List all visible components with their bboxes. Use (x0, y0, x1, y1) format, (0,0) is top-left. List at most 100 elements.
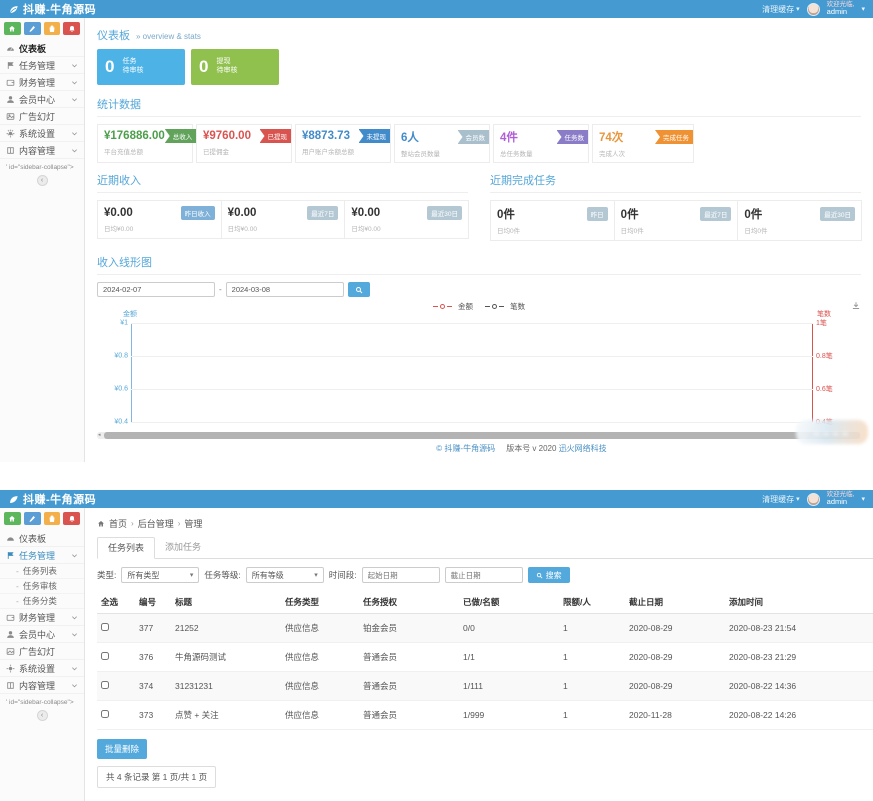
chevron-down-icon: ▾ (314, 572, 318, 579)
tasks-30days-box: 0件 最近30日 日均0件 (737, 200, 863, 241)
home-icon (9, 515, 16, 521)
row-checkbox[interactable] (101, 681, 109, 689)
chevron-down-icon (72, 666, 77, 670)
breadcrumb-home[interactable]: 首页 (109, 519, 128, 529)
sidebar-item-dashboard[interactable]: 仪表板 (0, 530, 84, 547)
chevron-down-icon: ▾ (189, 572, 194, 579)
recent-tasks-section: 近期完成任务 0件 昨日 日均0件 0件 最近7日 日均0件 0件最 (490, 167, 863, 241)
user-menu[interactable]: 欢迎光临, admin (826, 0, 855, 17)
sidebar-item-dashboard[interactable]: 仪表板 (0, 40, 84, 57)
bell-shortcut-button[interactable] (63, 22, 80, 35)
footer-company-link[interactable]: 迅火网络科技 (558, 444, 607, 453)
edit-shortcut-button[interactable] (23, 512, 41, 525)
table-row: 374 31231231 供应信息 普通会员 1/111 1 2020-08-2… (97, 671, 873, 701)
stats-row: ¥176886.00 总收入 平台充值总额 ¥9760.00 已提现 已提佣金 ¥8… (97, 124, 861, 163)
date-from-input[interactable] (97, 282, 215, 297)
chevron-down-icon: ▾ (796, 6, 800, 13)
legend-count[interactable]: 笔数 (485, 301, 525, 312)
type-select[interactable]: 所有类型 ▾ (121, 567, 200, 583)
sidebar-item-finance[interactable]: 财务管理 (0, 74, 84, 91)
sidebar-subitem-task-list[interactable]: 任务列表 (0, 564, 84, 579)
bell-shortcut-button[interactable] (63, 512, 80, 525)
sidebar-subitem-task-category[interactable]: 任务分类 (0, 594, 84, 609)
stat-completions: 74次 完成任务 完成人次 (592, 124, 694, 163)
sidebar-item-settings[interactable]: 系统设置 (0, 125, 84, 142)
sidebar-item-ads[interactable]: 广告幻灯 (0, 643, 84, 660)
sidebar: 仪表板 任务管理 财务管理 会员中心 (0, 18, 85, 462)
start-date-input[interactable] (361, 567, 440, 583)
breadcrumb-mid[interactable]: 后台管理 (137, 519, 174, 529)
gauge-icon (7, 536, 14, 541)
edit-shortcut-button[interactable] (23, 22, 41, 35)
sidebar-item-settings[interactable]: 系统设置 (0, 660, 84, 677)
home-shortcut-button[interactable] (4, 22, 21, 35)
chart-horizontal-scrollbar[interactable]: ◂ (97, 432, 861, 439)
level-select[interactable]: 所有等级 ▾ (245, 567, 324, 583)
sidebar-item-content[interactable]: 内容管理 (0, 142, 84, 159)
search-icon (536, 572, 543, 578)
sidebar-item-ads[interactable]: 广告幻灯 (0, 108, 84, 125)
pending-withdraw-box[interactable]: 0 提现 待审核 (191, 49, 279, 85)
clear-cache-dropdown[interactable]: 清理缓存 ▾ (762, 494, 800, 504)
tab-task-list[interactable]: 任务列表 (97, 537, 156, 559)
home-icon (98, 520, 104, 526)
flag-icon (7, 551, 14, 559)
income-line-chart: 金额 笔数 金额 笔数 ¥1 ¥0.8 (97, 301, 861, 439)
batch-delete-button[interactable]: 批量删除 (97, 739, 148, 759)
sidebar-subitem-task-review[interactable]: 任务审核 (0, 579, 84, 594)
sidebar-collapse-button[interactable]: ‹ (36, 710, 48, 721)
avatar[interactable] (806, 492, 820, 506)
sidebar-item-tasks[interactable]: 任务管理 (0, 547, 84, 564)
filter-bar: 类型: 所有类型▾ 任务等级: 所有等级▾ 时间段: 搜索 (97, 567, 873, 583)
end-date-input[interactable] (444, 567, 523, 583)
chart-search-button[interactable] (347, 282, 370, 297)
sidebar-collapse-artifact-text: ' id="sidebar-collapse"> (6, 699, 74, 706)
sidebar-collapse-artifact-text: ' id="sidebar-collapse"> (6, 164, 74, 171)
brand-text: 抖赚-牛角源码 (23, 494, 97, 506)
brand-logo[interactable]: 抖赚-牛角源码 (8, 1, 96, 17)
leaf-icon (9, 5, 18, 13)
type-filter-label: 类型: (97, 570, 117, 580)
bag-shortcut-button[interactable] (43, 22, 61, 35)
top-navbar: 抖赚-牛角源码 清理缓存 ▾ 欢迎光临, admin ▾ (0, 0, 873, 18)
tasks-yesterday-box: 0件 昨日 日均0件 (490, 200, 615, 241)
legend-amount[interactable]: 金额 (432, 301, 473, 312)
sidebar-item-members[interactable]: 会员中心 (0, 626, 84, 643)
stat-members: 6人 会员数 整站会员数量 (394, 124, 490, 163)
recent-tasks-title: 近期完成任务 (490, 167, 861, 193)
status-badge: 昨日 (586, 207, 608, 221)
row-checkbox[interactable] (101, 710, 109, 718)
stat-withdrawn: ¥9760.00 已提现 已提佣金 (196, 124, 292, 163)
brand-text: 抖赚-牛角源码 (23, 4, 97, 16)
welcome-text: 欢迎光临, (826, 0, 855, 8)
status-badge: 昨日收入 (180, 206, 215, 220)
pending-tasks-box[interactable]: 0 任务 待审核 (97, 49, 185, 85)
footer-copyright[interactable]: © 抖赚-牛角源码 (436, 444, 496, 453)
sidebar: 仪表板 任务管理 任务列表 任务审核 任务分类 财务管理 (0, 508, 85, 801)
row-checkbox[interactable] (101, 623, 109, 631)
avatar[interactable] (806, 2, 820, 16)
table-row: 376 牛角源码测试 供应信息 普通会员 1/1 1 2020-08-29 20… (97, 642, 873, 672)
sidebar-item-content[interactable]: 内容管理 (0, 677, 84, 694)
task-management-content: 首页 › 后台管理 › 管理 任务列表 添加任务 类型: 所有类型 ▾ 任务等级:… (85, 508, 873, 801)
chevron-down-icon (72, 63, 77, 67)
clear-cache-dropdown[interactable]: 清理缓存 ▾ (762, 4, 800, 14)
search-button[interactable]: 搜索 (527, 567, 570, 583)
tab-add-task[interactable]: 添加任务 (165, 542, 202, 552)
top-navbar: 抖赚-牛角源码 清理缓存 ▾ 欢迎光临, admin ▾ (0, 490, 873, 508)
sidebar-item-members[interactable]: 会员中心 (0, 91, 84, 108)
status-badge: 最近7日 (307, 206, 339, 220)
download-icon[interactable] (851, 301, 861, 311)
sidebar-collapse-button[interactable]: ‹ (36, 175, 48, 186)
sidebar-item-finance[interactable]: 财务管理 (0, 609, 84, 626)
left-axis-label: 金额 (123, 311, 137, 318)
sidebar-item-tasks[interactable]: 任务管理 (0, 57, 84, 74)
status-badge: 未提现 (358, 129, 390, 143)
home-shortcut-button[interactable] (4, 512, 21, 525)
user-menu[interactable]: 欢迎光临, admin (827, 491, 855, 507)
bag-shortcut-button[interactable] (43, 512, 61, 525)
row-checkbox[interactable] (101, 652, 109, 660)
date-to-input[interactable] (225, 282, 344, 297)
brand-logo[interactable]: 抖赚-牛角源码 (8, 491, 96, 507)
recent-income-section: 近期收入 ¥0.00 昨日收入 日均¥0.00 ¥0.00 最近7日 日均¥0.00 (97, 167, 470, 241)
